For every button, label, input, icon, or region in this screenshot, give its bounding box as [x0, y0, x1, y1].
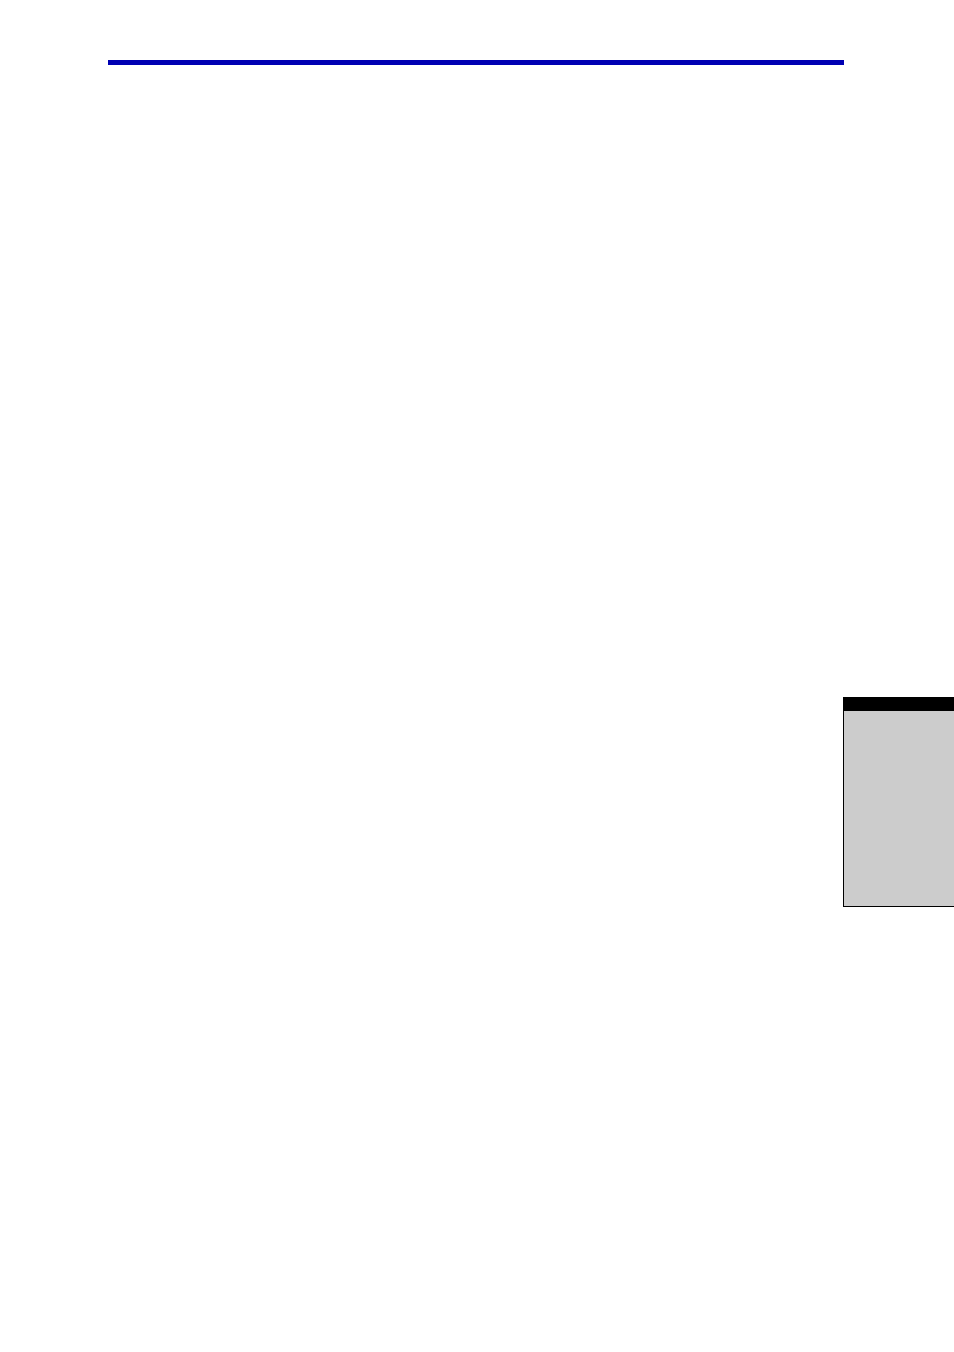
side-callout-header	[843, 697, 954, 711]
header-rule	[108, 60, 844, 65]
side-callout-body	[843, 711, 954, 907]
side-callout	[843, 697, 954, 907]
